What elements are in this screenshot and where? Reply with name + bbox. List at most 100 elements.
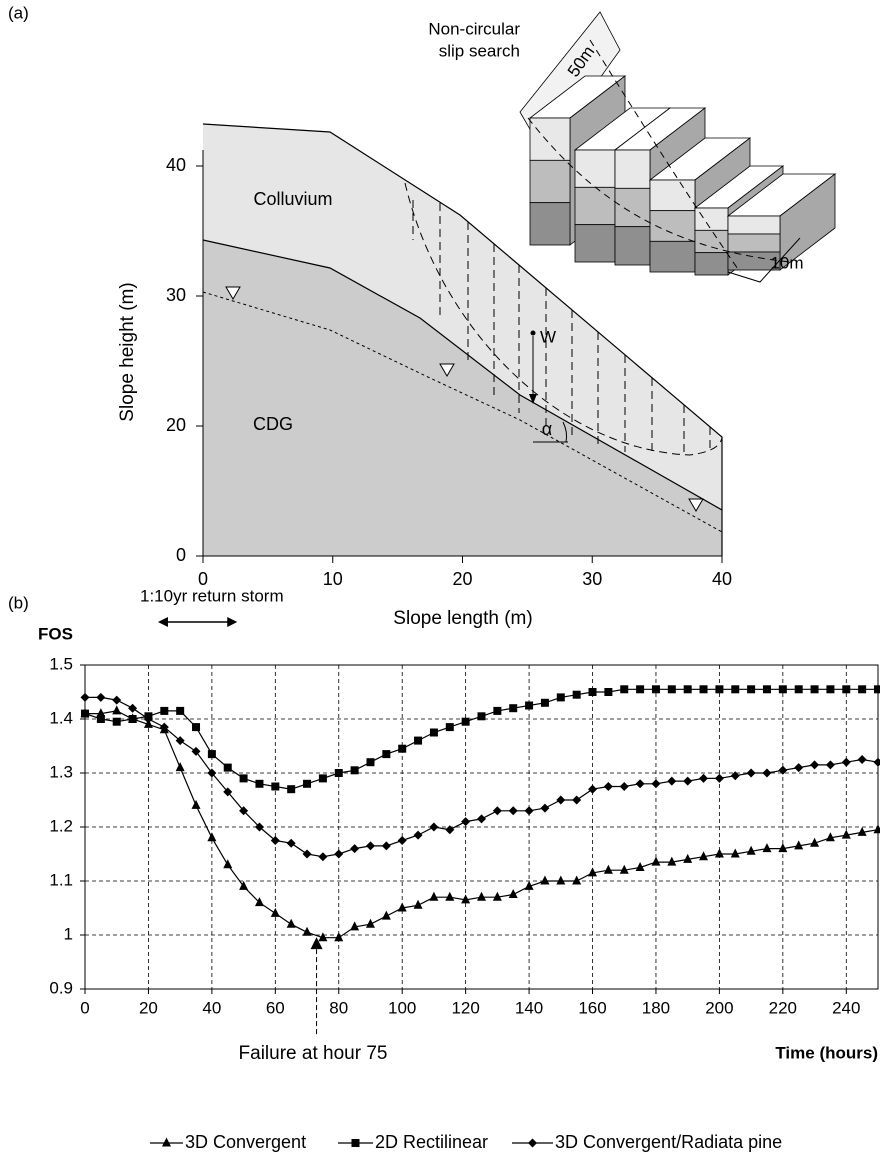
marker (635, 862, 645, 871)
marker (683, 776, 693, 786)
block-front (614, 149, 651, 189)
marker (429, 728, 438, 737)
marker (270, 907, 280, 917)
y-tick-label: 0.9 (49, 978, 73, 997)
layer-label: CDG (253, 414, 293, 434)
marker (540, 803, 550, 813)
layer-boundary (202, 239, 723, 511)
block-front (529, 202, 571, 246)
y-tick-label: 0 (176, 545, 186, 565)
marker (192, 723, 201, 732)
marker (778, 765, 788, 775)
marker (858, 685, 867, 694)
marker (318, 932, 328, 942)
marker (461, 894, 471, 904)
block-front (529, 117, 571, 161)
marker (509, 704, 518, 713)
block-front (574, 186, 616, 226)
y-tick-label: 40 (166, 155, 186, 175)
marker (873, 757, 880, 767)
marker (620, 685, 629, 694)
marker (810, 837, 820, 847)
marker (239, 880, 249, 890)
x-tick-label: 240 (832, 998, 860, 1017)
angle-label: α (542, 419, 552, 439)
marker (397, 902, 407, 912)
marker (191, 799, 201, 809)
marker (493, 706, 502, 715)
marker (714, 848, 724, 858)
marker (651, 856, 661, 866)
marker (477, 712, 486, 721)
marker (162, 1137, 171, 1147)
marker (477, 814, 486, 824)
marker (683, 853, 693, 863)
marker (874, 685, 880, 694)
marker (223, 859, 233, 869)
marker (841, 757, 851, 767)
marker (351, 1139, 360, 1147)
marker (810, 685, 819, 694)
x-tick-label: 20 (452, 569, 472, 589)
marker (175, 736, 185, 746)
marker (556, 875, 566, 885)
marker (429, 891, 439, 901)
marker (159, 722, 169, 732)
marker (492, 891, 502, 901)
marker (699, 773, 709, 783)
marker (556, 693, 565, 702)
marker (461, 817, 471, 827)
marker (556, 795, 566, 805)
marker (445, 891, 455, 901)
x-tick-label: 80 (329, 998, 348, 1017)
x-tick-label: 180 (642, 998, 670, 1017)
marker (81, 709, 89, 718)
block-front (614, 187, 651, 228)
x-axis-title: Time (hours) (775, 1043, 878, 1062)
x-tick-label: 60 (266, 998, 285, 1017)
marker (445, 723, 454, 732)
marker (857, 826, 867, 836)
x-tick-label: 100 (388, 998, 416, 1017)
marker (730, 848, 740, 858)
x-tick-label: 20 (139, 998, 158, 1017)
marker (667, 776, 677, 786)
marker (603, 782, 613, 791)
y-axis-title: Slope height (m) (117, 282, 138, 421)
marker (826, 685, 835, 694)
panel-label: (a) (8, 3, 29, 22)
marker (572, 795, 582, 805)
block-front (649, 240, 696, 273)
marker (794, 840, 804, 850)
weight-arrowhead (529, 394, 537, 404)
failure-label: Failure at hour 75 (239, 1043, 388, 1064)
marker (303, 779, 312, 788)
marker (270, 836, 280, 845)
marker (619, 782, 629, 791)
block-front (694, 229, 729, 254)
marker (366, 758, 375, 767)
marker (730, 771, 740, 781)
marker (207, 750, 216, 759)
width-label: 10m (770, 253, 803, 272)
y-tick-label: 1.5 (49, 654, 73, 673)
marker (381, 841, 391, 851)
marker (350, 844, 360, 854)
storm-label: 1:10yr return storm (140, 586, 284, 605)
marker (588, 867, 598, 877)
marker (398, 744, 407, 753)
layer-label: Colluvium (253, 189, 332, 209)
marker (635, 779, 645, 789)
marker (302, 926, 312, 936)
marker (572, 875, 582, 885)
block-front (529, 159, 571, 204)
arrowhead (227, 617, 238, 627)
marker (191, 746, 201, 756)
marker (254, 822, 264, 832)
marker (651, 779, 661, 789)
x-axis-title: Slope length (m) (393, 608, 532, 629)
block-front (727, 251, 781, 271)
marker (528, 1138, 537, 1148)
marker (112, 695, 122, 705)
